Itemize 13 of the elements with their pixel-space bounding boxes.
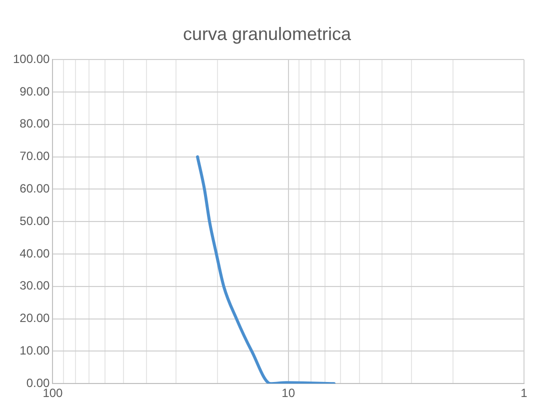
y-tick-label: 90.00 <box>20 84 50 98</box>
x-tick-label: 1 <box>520 386 528 400</box>
y-tick-label: 20.00 <box>20 311 50 326</box>
y-tick-label: 100.00 <box>13 52 50 66</box>
y-tick-label: 80.00 <box>20 116 50 131</box>
y-tick-label: 70.00 <box>20 149 50 164</box>
x-tick-label: 10 <box>282 386 296 400</box>
y-tick-label: 10.00 <box>20 344 50 358</box>
chart-title: curva granulometrica <box>182 24 352 44</box>
y-tick-label: 40.00 <box>20 246 50 260</box>
y-tick-label: 50.00 <box>20 214 50 228</box>
y-tick-label: 30.00 <box>20 278 50 293</box>
y-tick-label: 60.00 <box>20 182 50 196</box>
